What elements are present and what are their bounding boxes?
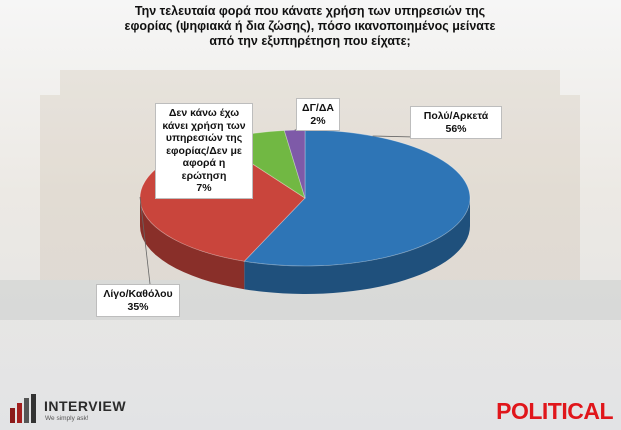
interview-bars-icon	[10, 394, 36, 423]
slice-value-2: 7%	[196, 182, 212, 194]
slice-value-0: 56%	[445, 122, 467, 135]
slice-label-1: Λίγο/Καθόλου	[103, 288, 173, 300]
slice-label-2: Δεν κάνω έχω κάνει χρήση των υπηρεσιών τ…	[162, 107, 246, 182]
pie-slice-0	[243, 129, 471, 267]
callout-slice-3: ΔΓ/ΔΑ 2%	[296, 98, 340, 131]
pie-slice-side-1	[140, 198, 245, 290]
callout-slice-0: Πολύ/Αρκετά 56%	[410, 106, 502, 139]
callout-slice-2: Δεν κάνω έχω κάνει χρήση των υπηρεσιών τ…	[155, 103, 253, 199]
callout-slice-1: Λίγο/Καθόλου 35%	[96, 284, 180, 317]
interview-brand: INTERVIEW	[44, 398, 127, 414]
pie-slice-side-0	[244, 198, 470, 294]
chart-title: Την τελευταία φορά που κάνατε χρήση των …	[124, 4, 496, 48]
slice-value-1: 35%	[127, 300, 149, 313]
interview-tagline: We simply ask!	[45, 415, 89, 422]
political-logo: POLITICAL	[496, 398, 613, 424]
slice-value-3: 2%	[310, 114, 326, 127]
leader-line-1	[139, 196, 151, 285]
slice-label-3: ΔΓ/ΔΑ	[302, 102, 334, 114]
slice-label-0: Πολύ/Αρκετά	[423, 110, 489, 122]
